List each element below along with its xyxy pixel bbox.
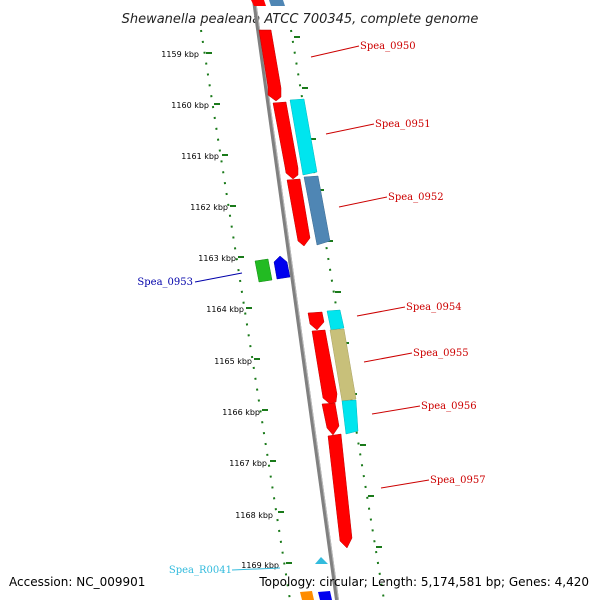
gene-spea-0953-green[interactable] <box>254 258 273 283</box>
gene-spea-0951[interactable] <box>289 98 318 176</box>
gene-spea-0952[interactable] <box>303 175 331 246</box>
genome-title: Shewanella pealeana ATCC 700345, complet… <box>122 12 479 27</box>
kbp-scale: 1159 kbp 1160 kbp 1161 kbp 1162 kbp 1163… <box>161 50 292 570</box>
kbp-label: 1166 kbp <box>222 408 260 417</box>
kbp-label: 1162 kbp <box>190 203 228 212</box>
kbp-label: 1163 kbp <box>198 254 236 263</box>
label-spea-0957[interactable]: Spea_0957 <box>430 475 486 486</box>
kbp-label: 1168 kbp <box>235 511 273 520</box>
kbp-label: 1164 kbp <box>206 305 244 314</box>
label-spea-0956[interactable]: Spea_0956 <box>421 401 477 412</box>
label-spea-0950[interactable]: Spea_0950 <box>360 41 416 52</box>
gene-spea-r0041[interactable] <box>315 557 328 564</box>
kbp-label: 1167 kbp <box>229 459 267 468</box>
connector-spea-0950 <box>310 45 360 58</box>
accession-text: Accession: NC_009901 <box>9 575 145 589</box>
gene-partial-top-red[interactable] <box>251 0 266 6</box>
connector-spea-r0041 <box>231 567 281 571</box>
label-spea-r0041[interactable]: Spea_R0041 <box>169 565 232 576</box>
gene-partial-bottom-orange[interactable] <box>300 591 314 600</box>
gene-spea-0954[interactable] <box>326 309 345 331</box>
gene-spea-0952-red[interactable] <box>286 178 311 247</box>
genome-backbone-highlight <box>255 0 339 600</box>
gene-spea-0957[interactable] <box>327 433 353 549</box>
label-spea-0953[interactable]: Spea_0953 <box>137 277 193 288</box>
gene-spea-0953[interactable] <box>273 255 291 280</box>
label-spea-0954[interactable]: Spea_0954 <box>406 302 462 313</box>
topology-text: Topology: circular; Length: 5,174,581 bp… <box>258 575 589 589</box>
gene-spea-0956-red[interactable] <box>321 402 340 436</box>
kbp-label: 1160 kbp <box>171 101 209 110</box>
label-spea-0952[interactable]: Spea_0952 <box>388 192 444 203</box>
gene-partial-top-blue[interactable] <box>269 0 285 6</box>
genome-backbone <box>252 0 339 600</box>
label-spea-0955[interactable]: Spea_0955 <box>413 348 469 359</box>
gene-partial-bottom-blue[interactable] <box>318 591 332 600</box>
connector-spea-0952 <box>338 196 388 208</box>
connector-spea-0955 <box>363 352 413 363</box>
gene-spea-0950[interactable] <box>258 29 282 102</box>
gene-spea-0956[interactable] <box>341 399 359 435</box>
connector-spea-0953 <box>194 272 243 283</box>
gene-spea-0951-red[interactable] <box>272 101 299 180</box>
kbp-label: 1161 kbp <box>181 152 219 161</box>
gene-spea-0954-red[interactable] <box>307 311 325 331</box>
connector-spea-0954 <box>356 306 406 317</box>
kbp-label: 1169 kbp <box>241 561 279 570</box>
gene-spea-0955[interactable] <box>329 328 357 402</box>
connector-spea-0951 <box>325 123 375 135</box>
kbp-label: 1165 kbp <box>214 357 252 366</box>
kbp-label: 1159 kbp <box>161 50 199 59</box>
gene-spea-0955-red[interactable] <box>311 329 338 405</box>
connector-spea-0956 <box>371 405 421 415</box>
connector-spea-0957 <box>380 479 430 489</box>
label-spea-0951[interactable]: Spea_0951 <box>375 119 431 130</box>
